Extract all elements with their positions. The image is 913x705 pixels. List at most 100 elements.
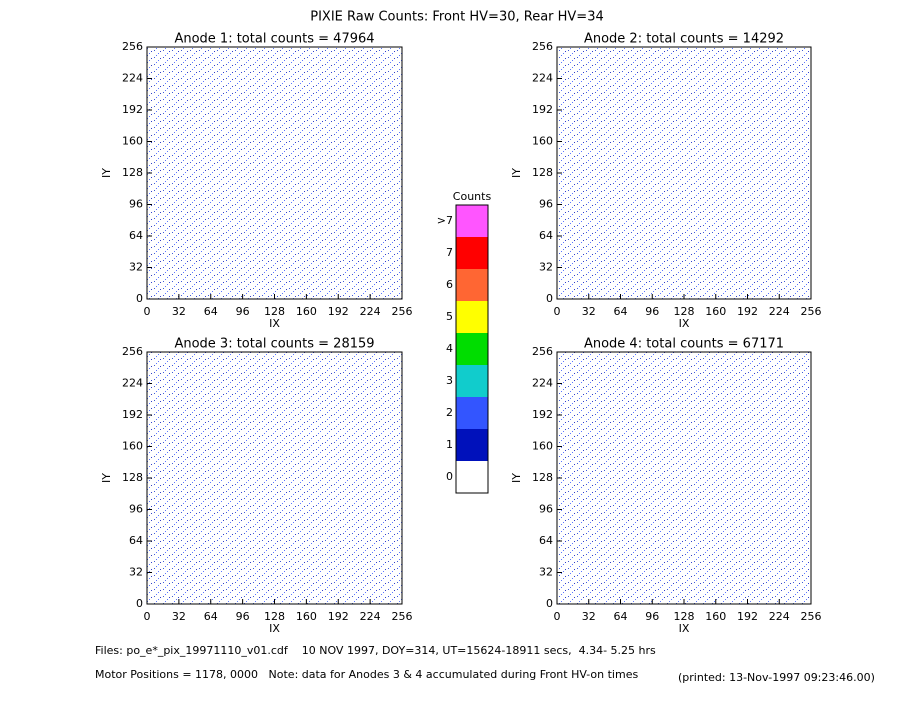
x-tick-label: 224 (360, 610, 381, 623)
x-tick-label: 32 (172, 610, 186, 623)
y-tick-label: 160 (532, 440, 553, 453)
y-axis-label: IY (510, 473, 523, 483)
y-tick-label: 128 (122, 471, 143, 484)
panel-title: Anode 1: total counts = 47964 (174, 32, 374, 47)
colorbar-label: 2 (446, 406, 453, 419)
colorbar-title: Counts (453, 190, 492, 203)
x-tick-label: 32 (582, 305, 596, 318)
y-tick-label: 0 (546, 597, 553, 610)
y-tick-label: 192 (122, 103, 143, 116)
x-tick-label: 128 (674, 305, 695, 318)
colorbar-swatch (456, 301, 488, 333)
x-tick-label: 224 (769, 610, 790, 623)
y-tick-label: 256 (532, 345, 553, 358)
y-tick-label: 96 (539, 198, 553, 211)
y-tick-label: 32 (129, 566, 143, 579)
y-tick-label: 128 (122, 166, 143, 179)
y-tick-label: 224 (122, 377, 143, 390)
x-axis-label: IX (269, 622, 280, 635)
x-tick-label: 192 (737, 610, 758, 623)
x-tick-label: 64 (204, 305, 218, 318)
colorbar-label: 4 (446, 342, 453, 355)
colorbar-swatch (456, 237, 488, 269)
colorbar-label: 0 (446, 470, 453, 483)
x-tick-label: 160 (705, 610, 726, 623)
x-tick-label: 64 (204, 610, 218, 623)
x-tick-label: 96 (645, 305, 659, 318)
colorbar-swatch (456, 269, 488, 301)
x-tick-label: 224 (360, 305, 381, 318)
x-tick-label: 64 (614, 610, 628, 623)
y-tick-label: 64 (539, 229, 553, 242)
y-tick-label: 256 (122, 345, 143, 358)
y-tick-label: 32 (539, 566, 553, 579)
footer-printed: (printed: 13-Nov-1997 09:23:46.00) (678, 671, 875, 684)
colorbar-frame (455, 204, 489, 494)
colorbar-label: 1 (446, 438, 453, 451)
x-tick-label: 192 (328, 305, 349, 318)
colorbar-label: 6 (446, 278, 453, 291)
x-tick-label: 256 (801, 305, 822, 318)
x-tick-label: 256 (392, 610, 413, 623)
x-tick-label: 160 (705, 305, 726, 318)
x-tick-label: 32 (582, 610, 596, 623)
y-tick-label: 0 (136, 292, 143, 305)
x-tick-label: 128 (264, 610, 285, 623)
y-axis-label: IY (510, 168, 523, 178)
y-tick-label: 256 (532, 40, 553, 53)
y-tick-label: 64 (129, 229, 143, 242)
x-tick-label: 192 (737, 305, 758, 318)
y-tick-label: 64 (129, 534, 143, 547)
x-tick-label: 64 (614, 305, 628, 318)
colorbar-swatch (456, 397, 488, 429)
y-tick-label: 96 (129, 198, 143, 211)
x-tick-label: 96 (645, 610, 659, 623)
y-tick-label: 224 (532, 377, 553, 390)
y-axis-label: IY (100, 168, 113, 178)
count-texture (147, 352, 402, 604)
x-tick-label: 0 (144, 610, 151, 623)
y-tick-label: 192 (532, 408, 553, 421)
y-tick-label: 256 (122, 40, 143, 53)
colorbar-label: 7 (446, 246, 453, 259)
x-axis-label: IX (679, 317, 690, 330)
panel-title: Anode 2: total counts = 14292 (584, 32, 784, 47)
panel-title: Anode 3: total counts = 28159 (174, 337, 374, 352)
x-tick-label: 128 (674, 610, 695, 623)
x-tick-label: 256 (801, 610, 822, 623)
y-tick-label: 224 (122, 72, 143, 85)
y-tick-label: 32 (129, 261, 143, 274)
y-tick-label: 224 (532, 72, 553, 85)
count-texture (557, 47, 811, 299)
count-texture (557, 352, 811, 604)
y-tick-label: 64 (539, 534, 553, 547)
colorbar-swatch (456, 365, 488, 397)
colorbar-label: >7 (437, 214, 453, 227)
colorbar-swatch (456, 461, 488, 493)
panel-title: Anode 4: total counts = 67171 (584, 337, 784, 352)
footer-files: Files: po_e*_pix_19971110_v01.cdf 10 NOV… (95, 644, 656, 657)
y-tick-label: 96 (539, 503, 553, 516)
y-tick-label: 0 (136, 597, 143, 610)
x-tick-label: 128 (264, 305, 285, 318)
x-axis-label: IX (679, 622, 690, 635)
x-tick-label: 256 (392, 305, 413, 318)
figure-title: PIXIE Raw Counts: Front HV=30, Rear HV=3… (310, 10, 604, 25)
x-tick-label: 0 (554, 305, 561, 318)
x-tick-label: 160 (296, 610, 317, 623)
y-tick-label: 160 (122, 440, 143, 453)
y-tick-label: 128 (532, 471, 553, 484)
x-tick-label: 192 (328, 610, 349, 623)
y-tick-label: 0 (546, 292, 553, 305)
x-tick-label: 224 (769, 305, 790, 318)
y-tick-label: 192 (532, 103, 553, 116)
x-tick-label: 96 (236, 610, 250, 623)
colorbar-swatch (456, 205, 488, 237)
x-tick-label: 0 (554, 610, 561, 623)
x-axis-label: IX (269, 317, 280, 330)
colorbar-label: 3 (446, 374, 453, 387)
x-tick-label: 96 (236, 305, 250, 318)
y-tick-label: 32 (539, 261, 553, 274)
y-tick-label: 96 (129, 503, 143, 516)
